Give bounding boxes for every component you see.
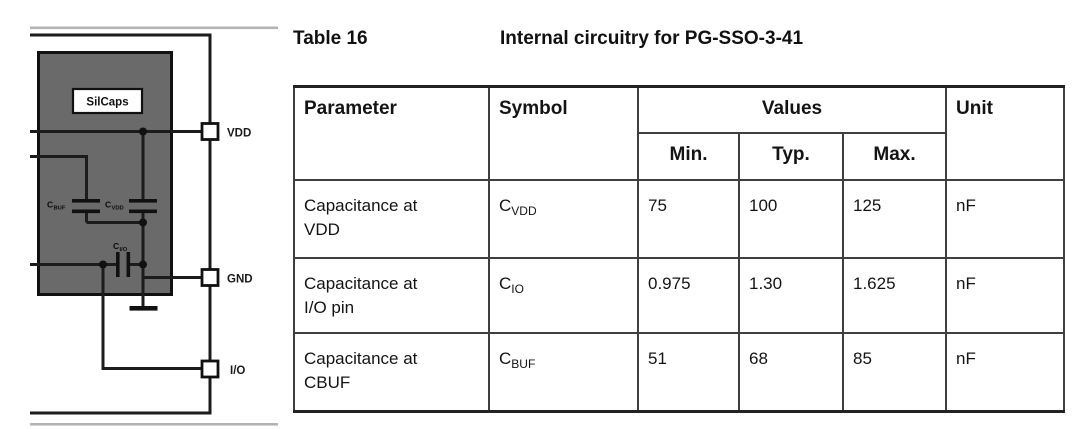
table-row-cbuf: Capacitance at CBUF CBUF 51 68 85 nF	[293, 331, 1066, 413]
svg-text:C: C	[113, 241, 119, 251]
right-bus-lower	[30, 377, 212, 415]
cell-min: 0.975	[637, 256, 740, 334]
table-title-row: Table 16 Internal circuitry for PG-SSO-3…	[293, 28, 1073, 54]
cio-label: C I/O	[113, 241, 128, 253]
io-wire	[101, 264, 202, 370]
cell-unit: nF	[945, 256, 1066, 334]
cell-min: 75	[637, 178, 740, 259]
capacitor-cbuf	[72, 199, 100, 214]
svg-text:C: C	[47, 200, 53, 210]
cell-max: 85	[841, 331, 948, 413]
internal-circuitry-figure: SilCaps VDD GND I/O C BUF C VDD C I/O	[30, 26, 278, 426]
silcaps-label: SilCaps	[86, 97, 128, 109]
col-header-max: Max.	[841, 131, 948, 181]
gnd-pin	[200, 268, 220, 287]
table-row-cvdd: Capacitance at VDD CVDD 75 100 125 nF	[293, 178, 1066, 259]
table-caption: Internal circuitry for PG-SSO-3-41	[500, 28, 804, 49]
silcaps-label-box	[71, 87, 144, 115]
internal-circuitry-table: Parameter Symbol Values Unit Min. Typ. M…	[293, 85, 1066, 413]
svg-text:C: C	[105, 200, 111, 210]
table-row-cio: Capacitance at I/O pin CIO 0.975 1.30 1.…	[293, 256, 1066, 334]
junction-dot	[139, 218, 147, 227]
cell-unit: nF	[945, 331, 1066, 413]
table-number-label: Table 16	[293, 28, 368, 49]
col-header-unit: Unit	[945, 85, 1066, 181]
bottom-page-rule	[30, 423, 278, 426]
cell-symbol: CIO	[488, 256, 639, 334]
col-header-values: Values	[636, 85, 948, 134]
svg-text:I/O: I/O	[120, 247, 128, 253]
top-page-rule	[30, 26, 278, 30]
junction-dot	[139, 127, 147, 136]
svg-text:BUF: BUF	[54, 206, 66, 212]
cell-unit: nF	[945, 178, 1066, 259]
cvdd-label: C VDD	[105, 200, 124, 212]
cell-typ: 100	[738, 178, 844, 259]
cell-symbol: CVDD	[488, 178, 639, 259]
cbuf-label: C BUF	[47, 200, 66, 212]
io-pin	[200, 359, 220, 379]
svg-text:VDD: VDD	[112, 206, 124, 212]
cell-parameter: Capacitance at I/O pin	[293, 256, 490, 334]
junction-dot	[139, 260, 147, 269]
io-pin-label: I/O	[230, 365, 245, 377]
capacitor-cvdd	[129, 199, 157, 214]
capacitor-cio	[116, 252, 131, 277]
vdd-pin	[200, 122, 220, 141]
col-header-parameter: Parameter	[293, 85, 490, 181]
cell-typ: 1.30	[738, 256, 844, 334]
cell-max: 125	[841, 178, 948, 259]
col-header-symbol: Symbol	[488, 85, 639, 181]
cell-parameter: Capacitance at VDD	[293, 178, 490, 259]
gnd-pin-label: GND	[227, 274, 253, 286]
cell-parameter: Capacitance at CBUF	[293, 331, 490, 413]
cell-max: 1.625	[841, 256, 948, 334]
col-header-typ: Typ.	[738, 131, 844, 181]
cell-typ: 68	[738, 331, 844, 413]
cell-min: 51	[637, 331, 740, 413]
top-wire	[30, 33, 212, 124]
col-header-min: Min.	[637, 131, 740, 181]
junction-dot	[99, 260, 107, 269]
ground-icon	[129, 306, 158, 311]
cbuf-feed-wire	[30, 155, 88, 199]
cell-symbol: CBUF	[488, 331, 639, 413]
vdd-pin-label: VDD	[227, 128, 251, 140]
